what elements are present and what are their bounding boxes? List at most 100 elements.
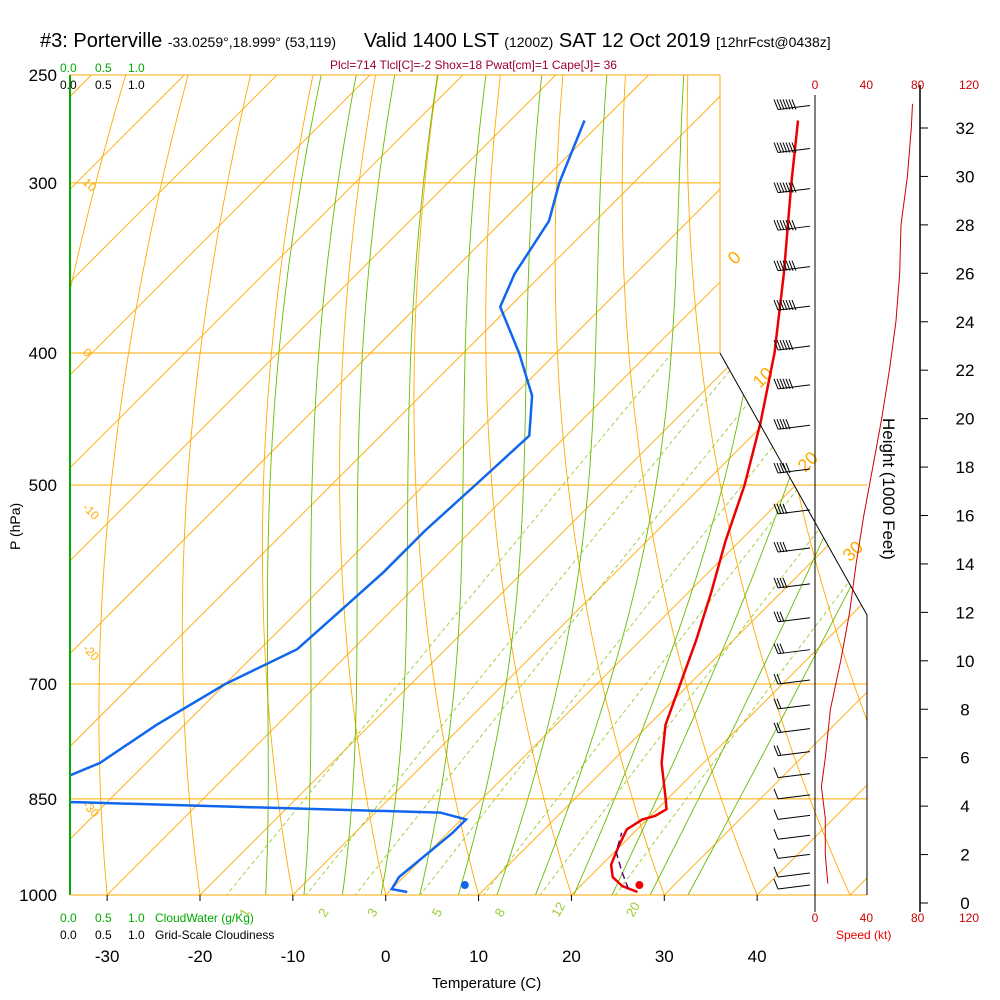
isotherm [70, 75, 116, 895]
barb-feather [791, 220, 797, 231]
barb-feather [776, 745, 782, 756]
barb-feather [773, 673, 779, 685]
barb-feather [782, 99, 788, 110]
dry-adiabat [181, 75, 257, 895]
barb-feather [782, 220, 788, 231]
speed-tick-bottom: 80 [911, 911, 925, 925]
moist-adiabat [635, 75, 867, 895]
moist-adiabat [412, 75, 490, 895]
cloudiness-scale-bottom-2: 1.0 [128, 928, 145, 942]
pressure-tick-label: 400 [29, 344, 57, 363]
wind-barb [773, 220, 811, 231]
barb-feather [773, 767, 779, 778]
temperature-tick-label: -20 [188, 947, 213, 966]
barb-feather [785, 142, 791, 153]
barb-feather [782, 503, 788, 515]
barb-staff [777, 872, 811, 878]
barb-feather [776, 260, 782, 271]
barb-feather [788, 99, 794, 110]
pressure-tick-label: 1000 [19, 886, 57, 905]
mixing-ratio-line [332, 352, 789, 895]
pressure-tick-label: 500 [29, 476, 57, 495]
isotherm [77, 75, 867, 895]
barb-feather [785, 419, 791, 430]
mixing-ratio-label: 2 [315, 906, 332, 920]
dry-adiabat [686, 75, 864, 895]
speed-tick-top: 120 [959, 78, 979, 92]
barb-feather [782, 462, 788, 474]
speed-tick-top: 40 [860, 78, 874, 92]
barb-feather [773, 419, 779, 430]
forecast-run: [12hrFcst@0438z] [716, 34, 831, 50]
barb-feather [791, 182, 797, 193]
barb-feather [779, 220, 785, 231]
height-tick-label: 8 [960, 700, 969, 719]
cloud-scale-bottom-2: 1.0 [128, 911, 145, 925]
barb-staff [777, 884, 811, 890]
pressure-tick-label: 700 [29, 675, 57, 694]
barb-feather [776, 182, 782, 193]
barb-feather [776, 220, 782, 231]
barb-feather [782, 339, 788, 351]
temperature-tick-label: 10 [469, 947, 488, 966]
barb-feather [779, 339, 785, 351]
pressure-tick-label: 250 [29, 66, 57, 85]
barb-feather [773, 577, 779, 589]
sounding-profiles [70, 120, 800, 894]
wind-barb [773, 673, 811, 685]
height-tick-label: 24 [956, 313, 975, 332]
barb-feather [776, 698, 782, 710]
moist-adiabat-label: 20 [794, 448, 822, 476]
mixing-ratio-label: 12 [548, 899, 568, 919]
mixing-ratio-line [593, 352, 867, 895]
dry-adiabat-label: -10 [80, 500, 102, 522]
moist-adiabat-label: 30 [839, 537, 867, 565]
barb-feather [773, 142, 779, 153]
barb-feather [782, 419, 788, 430]
wind-barb [773, 577, 811, 589]
barb-feather [779, 299, 785, 311]
mixing-ratio-line [202, 352, 673, 895]
isotherm [70, 75, 488, 895]
height-tick-label: 10 [956, 652, 975, 671]
wind-barb [773, 745, 811, 757]
barb-feather [773, 809, 779, 820]
barb-feather [773, 462, 779, 474]
station-name: #3: Porterville [40, 30, 163, 52]
barb-feather [773, 788, 779, 800]
isotherm [449, 75, 867, 895]
barb-feather [785, 220, 791, 231]
isotherm [70, 75, 581, 895]
valid-time: Valid 1400 LST [363, 30, 499, 52]
barb-feather [779, 611, 785, 622]
wind-barb [773, 788, 811, 800]
isotherm [263, 75, 867, 895]
wind-barb [773, 722, 811, 734]
wind-panel: 0246810121416182022242628303200404080801… [773, 78, 979, 925]
wind-barb [773, 698, 811, 710]
barb-feather [773, 541, 779, 553]
speed-axis-title: Speed (kt) [836, 928, 891, 942]
wind-barb [773, 809, 811, 820]
temperature-tick-label: 40 [748, 947, 767, 966]
barb-feather [782, 299, 788, 311]
temperature-profile [609, 120, 800, 894]
mixing-ratio-label: 8 [492, 906, 509, 920]
utc-time: (1200Z) [504, 34, 554, 50]
temperature-tick-label: -30 [95, 947, 120, 966]
barb-feather [788, 260, 794, 271]
barb-feather [782, 260, 788, 271]
barb-feather [782, 541, 788, 553]
moist-adiabat [449, 75, 545, 895]
wind-barb [773, 878, 811, 890]
barb-staff [777, 814, 811, 820]
isotherm [70, 75, 674, 895]
cloudiness-scale-top-1: 0.5 [95, 78, 112, 92]
barb-feather [785, 182, 791, 193]
moist-adiabat-label: 0 [724, 247, 745, 268]
y-axis-title: P (hPa) [7, 503, 23, 550]
barb-feather [773, 378, 779, 390]
